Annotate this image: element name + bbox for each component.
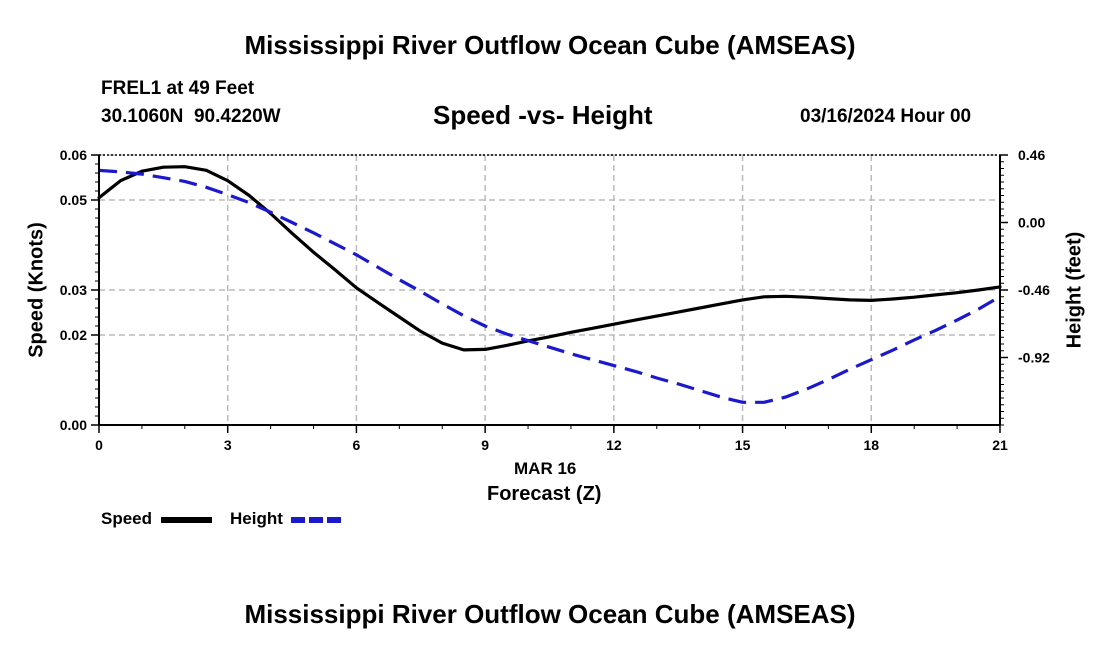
tick-labels: 0.00 0.02 0.03 0.05 0.06 0.46 0.00 -0.46 -0.92 0 3…: [60, 147, 1050, 453]
x-tick-label: 15: [735, 437, 751, 453]
datetime-label: 03/16/2024 Hour 00: [800, 106, 972, 127]
x-tick-label: 18: [863, 437, 879, 453]
y2-tick-label: -0.92: [1018, 350, 1050, 366]
y-axis-title: Speed (Knots): [25, 222, 48, 358]
x-tick-label: 3: [224, 437, 232, 453]
x-tick-label: 0: [95, 437, 103, 453]
y-tick-label: 0.00: [60, 417, 87, 433]
y2-axis-title: Height (feet): [1063, 231, 1086, 349]
x-tick-label: 21: [992, 437, 1008, 453]
x-tick-label: 12: [606, 437, 622, 453]
footer-title: Mississippi River Outflow Ocean Cube (AM…: [244, 599, 856, 629]
series-layer: [97, 165, 1002, 404]
coordinates-label: 30.1060N 90.4220W: [101, 106, 281, 127]
y-tick-label: 0.03: [60, 282, 87, 298]
y2-tick-label: 0.46: [1018, 147, 1045, 163]
y-tick-label: 0.02: [60, 327, 87, 343]
series-line-height: [98, 168, 1001, 404]
y-tick-label: 0.06: [60, 147, 87, 163]
grid: [99, 154, 1000, 425]
legend-speed-label: Speed: [101, 509, 153, 528]
chart-subtitle: Speed -vs- Height: [433, 100, 653, 130]
x-tick-label: 6: [353, 437, 361, 453]
x-tick-label: 9: [481, 437, 489, 453]
y-tick-label: 0.05: [60, 192, 87, 208]
station-label: FREL1 at 49 Feet: [101, 78, 255, 99]
main-title: Mississippi River Outflow Ocean Cube (AM…: [244, 30, 856, 60]
series-line-speed: [97, 165, 1002, 352]
legend-height-label: Height: [230, 509, 283, 528]
x-axis-title: Forecast (Z): [487, 483, 602, 505]
x-date-label: MAR 16: [514, 459, 577, 478]
axes: [91, 154, 1008, 433]
y2-tick-label: -0.46: [1018, 282, 1050, 298]
y2-tick-label: 0.00: [1018, 215, 1045, 231]
